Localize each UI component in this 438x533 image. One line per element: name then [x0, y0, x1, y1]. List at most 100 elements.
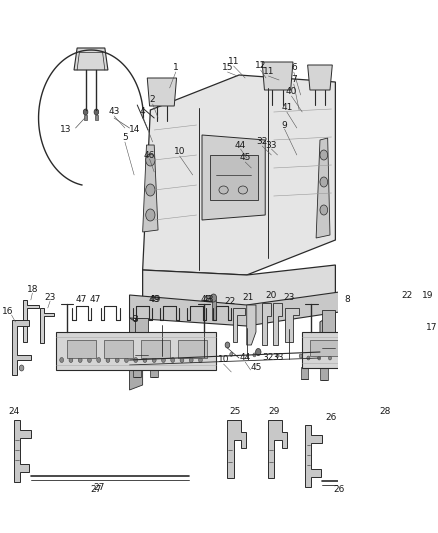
Text: 47: 47 — [76, 295, 88, 304]
Polygon shape — [202, 135, 265, 220]
Bar — [150, 365, 158, 377]
Circle shape — [180, 358, 184, 362]
Circle shape — [184, 351, 187, 356]
Text: 27: 27 — [91, 486, 102, 495]
Text: 45: 45 — [250, 364, 261, 373]
Circle shape — [299, 354, 302, 358]
Bar — [67, 340, 96, 358]
Text: 22: 22 — [402, 292, 413, 301]
Circle shape — [106, 358, 110, 362]
Circle shape — [83, 109, 88, 115]
Circle shape — [78, 358, 82, 362]
Polygon shape — [418, 305, 433, 332]
Text: 21: 21 — [243, 294, 254, 303]
Text: 10: 10 — [174, 148, 185, 157]
Text: 45: 45 — [240, 154, 251, 163]
Polygon shape — [247, 305, 256, 345]
Text: 12: 12 — [255, 61, 266, 70]
Circle shape — [350, 356, 353, 360]
Polygon shape — [268, 420, 287, 478]
Text: 18: 18 — [27, 286, 38, 295]
Circle shape — [94, 109, 99, 115]
Text: 32: 32 — [257, 138, 268, 147]
Polygon shape — [316, 138, 330, 238]
Text: 28: 28 — [380, 408, 391, 416]
Circle shape — [256, 349, 261, 356]
Text: 46: 46 — [144, 150, 155, 159]
Text: 32: 32 — [263, 353, 274, 362]
Bar — [210, 155, 258, 200]
Circle shape — [320, 150, 328, 160]
Text: 7: 7 — [291, 76, 297, 85]
Circle shape — [162, 358, 166, 362]
Polygon shape — [40, 308, 54, 343]
Bar — [84, 115, 87, 120]
Text: 48: 48 — [201, 295, 212, 304]
Text: 2: 2 — [150, 95, 155, 104]
Ellipse shape — [219, 186, 228, 194]
Circle shape — [225, 342, 230, 348]
Polygon shape — [143, 75, 336, 275]
Circle shape — [320, 177, 328, 187]
Text: 20: 20 — [266, 292, 277, 301]
Bar — [56, 332, 216, 370]
Polygon shape — [285, 308, 299, 342]
Circle shape — [88, 358, 92, 362]
Circle shape — [69, 358, 73, 362]
Text: 8: 8 — [344, 295, 350, 304]
Circle shape — [141, 350, 144, 354]
Polygon shape — [401, 305, 413, 342]
Circle shape — [307, 356, 310, 360]
Polygon shape — [273, 303, 282, 345]
Text: 44: 44 — [240, 353, 251, 362]
Text: 24: 24 — [8, 408, 20, 416]
Circle shape — [146, 154, 155, 166]
Text: 5: 5 — [122, 133, 128, 142]
Circle shape — [115, 358, 119, 362]
Bar — [95, 115, 98, 120]
Text: 3: 3 — [132, 316, 138, 325]
Polygon shape — [307, 65, 332, 90]
Text: 4: 4 — [140, 108, 145, 117]
Circle shape — [60, 358, 64, 362]
Circle shape — [134, 358, 138, 362]
Polygon shape — [130, 318, 146, 370]
Circle shape — [146, 209, 155, 221]
Circle shape — [207, 352, 210, 356]
Polygon shape — [130, 292, 339, 326]
Text: 41: 41 — [281, 103, 293, 112]
Polygon shape — [262, 62, 293, 90]
Text: 16: 16 — [2, 308, 14, 317]
Polygon shape — [11, 320, 31, 375]
Polygon shape — [305, 425, 322, 487]
Circle shape — [276, 353, 279, 358]
Polygon shape — [143, 145, 158, 232]
Text: 9: 9 — [282, 120, 287, 130]
Bar — [301, 367, 308, 379]
Text: 33: 33 — [265, 141, 277, 149]
Text: 47: 47 — [90, 295, 101, 303]
Circle shape — [143, 358, 147, 362]
Text: 1: 1 — [173, 63, 179, 72]
Text: 23: 23 — [283, 294, 295, 303]
Text: 26: 26 — [326, 413, 337, 422]
Text: 17: 17 — [426, 324, 438, 333]
Bar — [104, 340, 134, 358]
Circle shape — [371, 356, 374, 360]
Circle shape — [320, 205, 328, 215]
Circle shape — [124, 358, 128, 362]
Bar — [302, 332, 393, 368]
Bar — [310, 340, 385, 356]
Polygon shape — [378, 420, 396, 478]
Text: 19: 19 — [422, 292, 434, 301]
Polygon shape — [233, 308, 245, 342]
Polygon shape — [14, 420, 31, 482]
Text: 43: 43 — [109, 108, 120, 117]
Text: 49: 49 — [150, 295, 162, 303]
Text: 11: 11 — [228, 58, 239, 67]
Circle shape — [429, 376, 435, 384]
Polygon shape — [415, 338, 438, 388]
Circle shape — [19, 365, 24, 371]
Circle shape — [160, 351, 163, 355]
Text: 27: 27 — [93, 483, 104, 492]
